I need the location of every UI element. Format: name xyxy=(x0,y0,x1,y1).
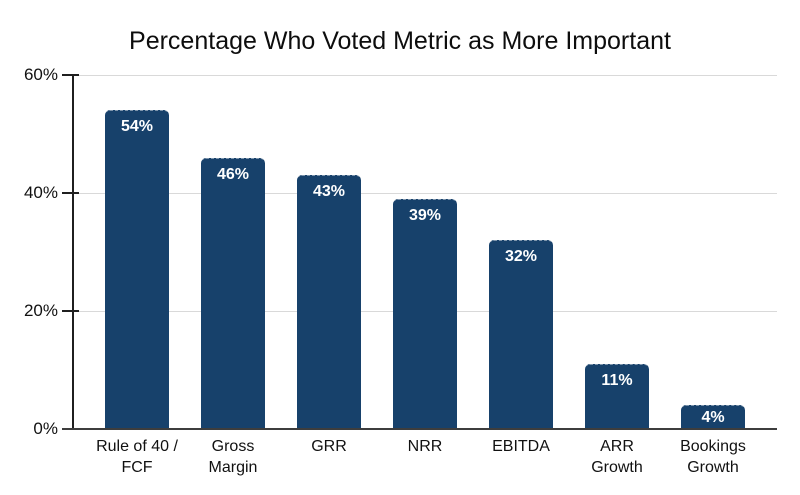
y-tick-label-0%: 0% xyxy=(33,419,58,438)
x-category-label: Gross Margin xyxy=(208,438,258,476)
plot-area: 54% 46% 43% 39% 32% 11% 4% xyxy=(73,75,777,429)
bar-value-label: 43% xyxy=(312,183,346,200)
bar-arr-growth: 11% xyxy=(585,364,649,429)
bar-ebitda: 32% xyxy=(489,240,553,429)
bar-value-label: 39% xyxy=(408,207,442,224)
x-category-label: Rule of 40 / FCF xyxy=(96,438,178,476)
bar-nrr: 39% xyxy=(393,199,457,429)
bar-gross-margin: 46% xyxy=(201,158,265,429)
y-tick-label-20%: 20% xyxy=(23,301,58,320)
x-category-label: ARR Growth xyxy=(591,438,643,476)
y-tick-60% xyxy=(62,74,79,76)
x-category-label: Bookings Growth xyxy=(680,438,746,476)
gridline-60% xyxy=(73,75,777,76)
bar-value-label: 4% xyxy=(701,409,725,426)
y-tick-20% xyxy=(62,310,79,312)
bar-value-label: 54% xyxy=(120,118,154,135)
y-axis-line xyxy=(72,74,74,430)
chart-title: Percentage Who Voted Metric as More Impo… xyxy=(129,27,671,55)
x-category-label: EBITDA xyxy=(492,438,550,455)
y-tick-label-60%: 60% xyxy=(23,65,58,84)
bar-rule-of-40-/-fcf: 54% xyxy=(105,110,169,429)
y-tick-40% xyxy=(62,192,79,194)
gridline-40% xyxy=(73,193,777,194)
bar-value-label: 32% xyxy=(504,248,538,265)
bar-bookings-growth: 4% xyxy=(681,405,745,429)
x-axis-line xyxy=(62,428,777,430)
x-category-label: GRR xyxy=(311,438,347,455)
bar-value-label: 46% xyxy=(216,166,250,183)
bar-grr: 43% xyxy=(297,175,361,429)
y-tick-label-40%: 40% xyxy=(23,183,58,202)
x-category-label: NRR xyxy=(407,438,443,455)
bar-value-label: 11% xyxy=(601,372,633,389)
